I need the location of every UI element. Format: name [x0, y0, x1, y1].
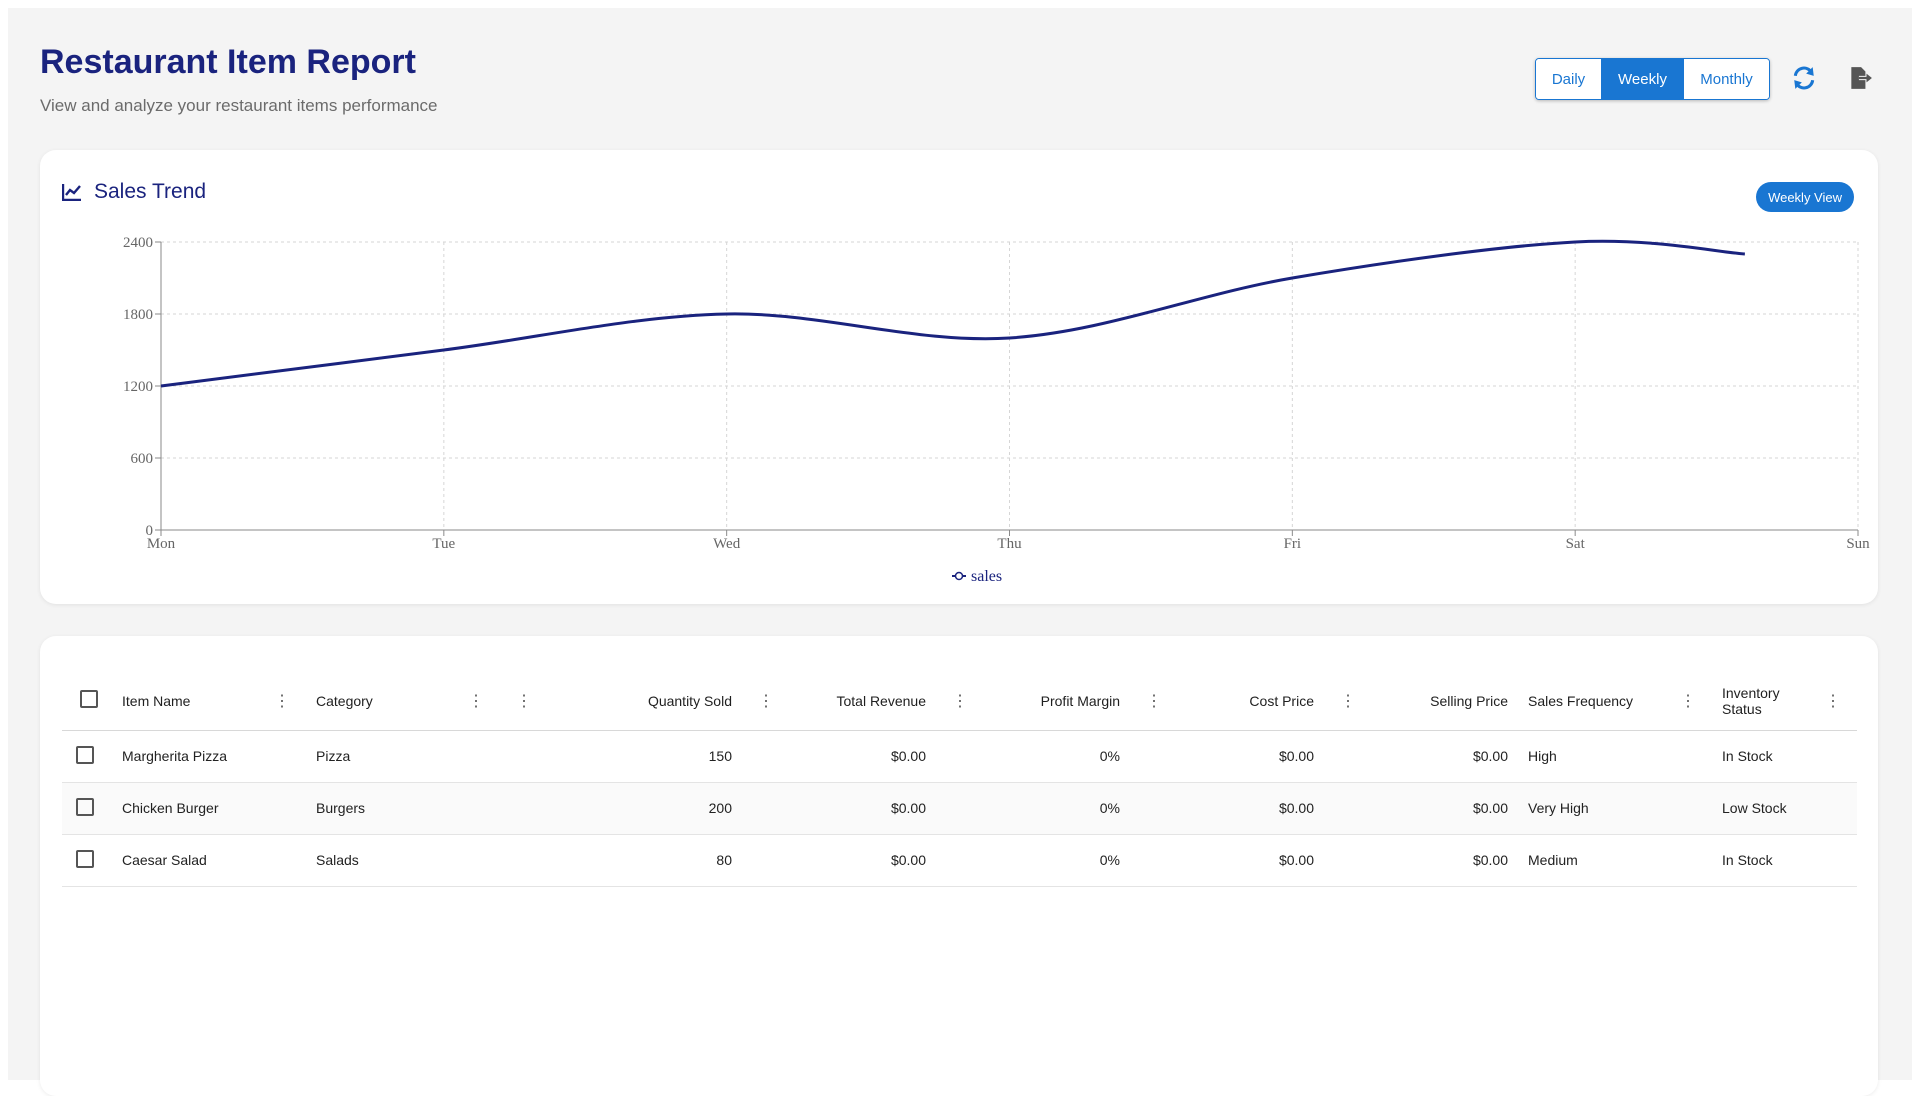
- x-tick-label: Sat: [1566, 536, 1586, 552]
- period-toggle-group: Daily Weekly Monthly: [1535, 58, 1770, 100]
- cell-total-revenue: $0.00: [742, 834, 936, 886]
- cell-profit-margin: 0%: [936, 834, 1130, 886]
- column-label: Item Name: [122, 693, 190, 709]
- column-menu-icon[interactable]: ⋮: [1674, 691, 1702, 711]
- table-header-row: Item Name ⋮ Category ⋮ ⋮ Quantity Sold ⋮ To…: [62, 672, 1857, 730]
- column-label: Quantity Sold: [648, 693, 732, 709]
- row-checkbox[interactable]: [76, 746, 94, 764]
- cell-empty: [500, 834, 548, 886]
- items-table: Item Name ⋮ Category ⋮ ⋮ Quantity Sold ⋮ To…: [62, 672, 1857, 887]
- cell-quantity-sold: 150: [548, 730, 742, 782]
- table-row[interactable]: Margherita Pizza Pizza 150 $0.00 0% $0.0…: [62, 730, 1857, 782]
- table-row[interactable]: Caesar Salad Salads 80 $0.00 0% $0.00 $0…: [62, 834, 1857, 886]
- cell-selling-price: $0.00: [1324, 782, 1518, 834]
- column-menu-icon[interactable]: ⋮: [1140, 691, 1168, 711]
- cell-inventory-status: In Stock: [1712, 834, 1857, 886]
- column-header-profit-margin[interactable]: ⋮ Profit Margin: [936, 672, 1130, 730]
- cell-sales-frequency: Medium: [1518, 834, 1712, 886]
- export-button[interactable]: [1844, 62, 1876, 94]
- x-tick-label: Sun: [1846, 536, 1870, 552]
- period-monthly-button[interactable]: Monthly: [1684, 59, 1769, 99]
- cell-selling-price: $0.00: [1324, 730, 1518, 782]
- column-label: Category: [316, 693, 373, 709]
- row-checkbox[interactable]: [76, 850, 94, 868]
- column-label: Total Revenue: [836, 693, 926, 709]
- column-header-cost-price[interactable]: ⋮ Cost Price: [1130, 672, 1324, 730]
- cell-cost-price: $0.00: [1130, 834, 1324, 886]
- legend-marker: [956, 573, 963, 580]
- cell-item-name: Margherita Pizza: [112, 730, 306, 782]
- row-checkbox[interactable]: [76, 798, 94, 816]
- cell-profit-margin: 0%: [936, 782, 1130, 834]
- page-title: Restaurant Item Report: [40, 42, 438, 82]
- page-header: Restaurant Item Report View and analyze …: [40, 42, 438, 116]
- column-menu-icon[interactable]: ⋮: [268, 691, 296, 711]
- row-select-cell: [62, 782, 112, 834]
- column-label: Cost Price: [1249, 693, 1314, 709]
- cell-item-name: Chicken Burger: [112, 782, 306, 834]
- export-icon: [1847, 65, 1873, 91]
- x-tick-label: Mon: [147, 536, 176, 552]
- cell-item-name: Caesar Salad: [112, 834, 306, 886]
- cell-cost-price: $0.00: [1130, 782, 1324, 834]
- period-daily-button[interactable]: Daily: [1536, 59, 1602, 99]
- column-menu-icon[interactable]: ⋮: [1819, 691, 1847, 711]
- x-tick-label: Fri: [1284, 536, 1302, 552]
- column-header-inventory-status[interactable]: Inventory Status⋮: [1712, 672, 1857, 730]
- column-label: Inventory Status: [1722, 685, 1819, 717]
- cell-total-revenue: $0.00: [742, 782, 936, 834]
- x-tick-label: Tue: [432, 536, 455, 552]
- cell-quantity-sold: 200: [548, 782, 742, 834]
- x-tick-label: Wed: [713, 536, 741, 552]
- refresh-button[interactable]: [1788, 62, 1820, 94]
- y-tick-label: 600: [131, 451, 154, 467]
- column-menu-icon[interactable]: ⋮: [752, 691, 780, 711]
- y-tick-label: 2400: [123, 235, 153, 251]
- cell-total-revenue: $0.00: [742, 730, 936, 782]
- cell-category: Salads: [306, 834, 500, 886]
- column-menu-icon[interactable]: ⋮: [510, 691, 538, 711]
- column-header-empty[interactable]: ⋮: [500, 672, 548, 730]
- column-label: Profit Margin: [1041, 693, 1120, 709]
- row-select-cell: [62, 730, 112, 782]
- column-header-sales-frequency[interactable]: Sales Frequency ⋮: [1518, 672, 1712, 730]
- refresh-icon: [1791, 65, 1817, 91]
- column-menu-icon[interactable]: ⋮: [462, 691, 490, 711]
- page: Restaurant Item Report View and analyze …: [8, 8, 1912, 1080]
- column-menu-icon[interactable]: ⋮: [1334, 691, 1362, 711]
- cell-cost-price: $0.00: [1130, 730, 1324, 782]
- x-tick-label: Thu: [997, 536, 1022, 552]
- table-row[interactable]: Chicken Burger Burgers 200 $0.00 0% $0.0…: [62, 782, 1857, 834]
- period-weekly-button[interactable]: Weekly: [1602, 59, 1684, 99]
- cell-inventory-status: In Stock: [1712, 730, 1857, 782]
- legend-label: sales: [971, 568, 1002, 585]
- cell-sales-frequency: High: [1518, 730, 1712, 782]
- column-label: Sales Frequency: [1528, 693, 1633, 709]
- cell-empty: [500, 782, 548, 834]
- select-all-cell: [62, 672, 112, 730]
- column-header-category[interactable]: Category ⋮: [306, 672, 500, 730]
- cell-sales-frequency: Very High: [1518, 782, 1712, 834]
- cell-inventory-status: Low Stock: [1712, 782, 1857, 834]
- page-subtitle: View and analyze your restaurant items p…: [40, 96, 438, 116]
- cell-category: Burgers: [306, 782, 500, 834]
- items-table-card: Item Name ⋮ Category ⋮ ⋮ Quantity Sold ⋮ To…: [40, 636, 1878, 1096]
- cell-empty: [500, 730, 548, 782]
- column-menu-icon[interactable]: ⋮: [946, 691, 974, 711]
- cell-profit-margin: 0%: [936, 730, 1130, 782]
- y-tick-label: 1800: [123, 307, 153, 323]
- cell-category: Pizza: [306, 730, 500, 782]
- column-header-item-name[interactable]: Item Name ⋮: [112, 672, 306, 730]
- column-header-quantity-sold[interactable]: Quantity Sold: [548, 672, 742, 730]
- row-select-cell: [62, 834, 112, 886]
- y-tick-label: 1200: [123, 379, 153, 395]
- column-header-total-revenue[interactable]: ⋮ Total Revenue: [742, 672, 936, 730]
- cell-selling-price: $0.00: [1324, 834, 1518, 886]
- column-header-selling-price[interactable]: ⋮ Selling Price: [1324, 672, 1518, 730]
- select-all-checkbox[interactable]: [80, 690, 98, 708]
- cell-quantity-sold: 80: [548, 834, 742, 886]
- column-label: Selling Price: [1430, 693, 1508, 709]
